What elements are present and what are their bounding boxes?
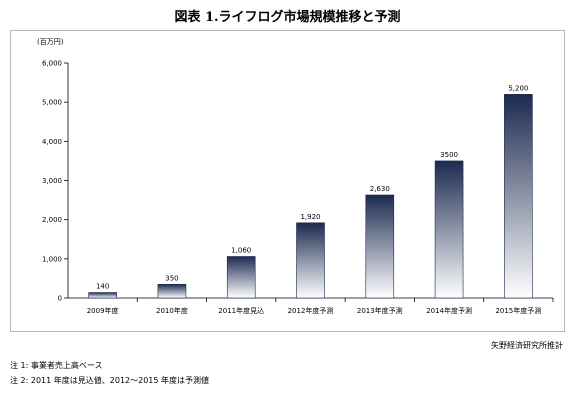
data-label: 350: [165, 274, 178, 282]
note-2: 注 2: 2011 年度は見込値、2012～2015 年度は予測値: [10, 376, 210, 385]
chart-frame: [10, 30, 565, 332]
data-label: 3500: [440, 151, 458, 159]
data-label: 2,630: [370, 185, 390, 193]
category-label: 2013年度予測: [357, 306, 403, 315]
bar: [365, 194, 395, 299]
category-label: 2014年度予測: [426, 306, 472, 315]
data-label: 1,060: [231, 246, 251, 254]
data-label: 5,200: [508, 84, 528, 92]
y-tick-label: 2,000: [42, 216, 62, 224]
category-label: 2012年度予測: [288, 306, 334, 315]
note-1: 注 1: 事業者売上高ベース: [10, 361, 103, 370]
bars: [88, 94, 533, 299]
y-tick-label: 0: [58, 295, 62, 303]
bar: [504, 94, 533, 299]
data-label: 140: [96, 283, 109, 291]
y-tick-label: 4,000: [42, 138, 62, 146]
bar: [296, 222, 325, 299]
bar: [434, 160, 464, 299]
category-label: 2009年度: [87, 306, 119, 315]
bar: [88, 292, 117, 299]
source-credit: 矢野経済研究所推計: [491, 341, 563, 350]
y-tick-label: 1,000: [42, 255, 62, 263]
category-label: 2010年度: [156, 306, 188, 315]
labels: 140 2009年度 350 2010年度 1,060 2011年度見込 1,920 2012…: [87, 84, 542, 315]
bar: [157, 283, 187, 299]
y-axis-unit-label: (百万円): [37, 38, 64, 46]
y-tick-label: 6,000: [42, 60, 62, 68]
category-label: 2015年度予測: [495, 306, 541, 315]
category-label: 2011年度見込: [218, 306, 264, 315]
data-label: 1,920: [300, 213, 320, 221]
bar: [226, 256, 256, 299]
chart-title: 図表 1.ライフログ市場規模推移と予測: [174, 10, 401, 25]
y-tick-label: 3,000: [42, 177, 62, 185]
axes: 0 1,000 2,000 3,000 4,000 5,000 6,000: [42, 60, 554, 303]
y-tick-label: 5,000: [42, 99, 62, 107]
